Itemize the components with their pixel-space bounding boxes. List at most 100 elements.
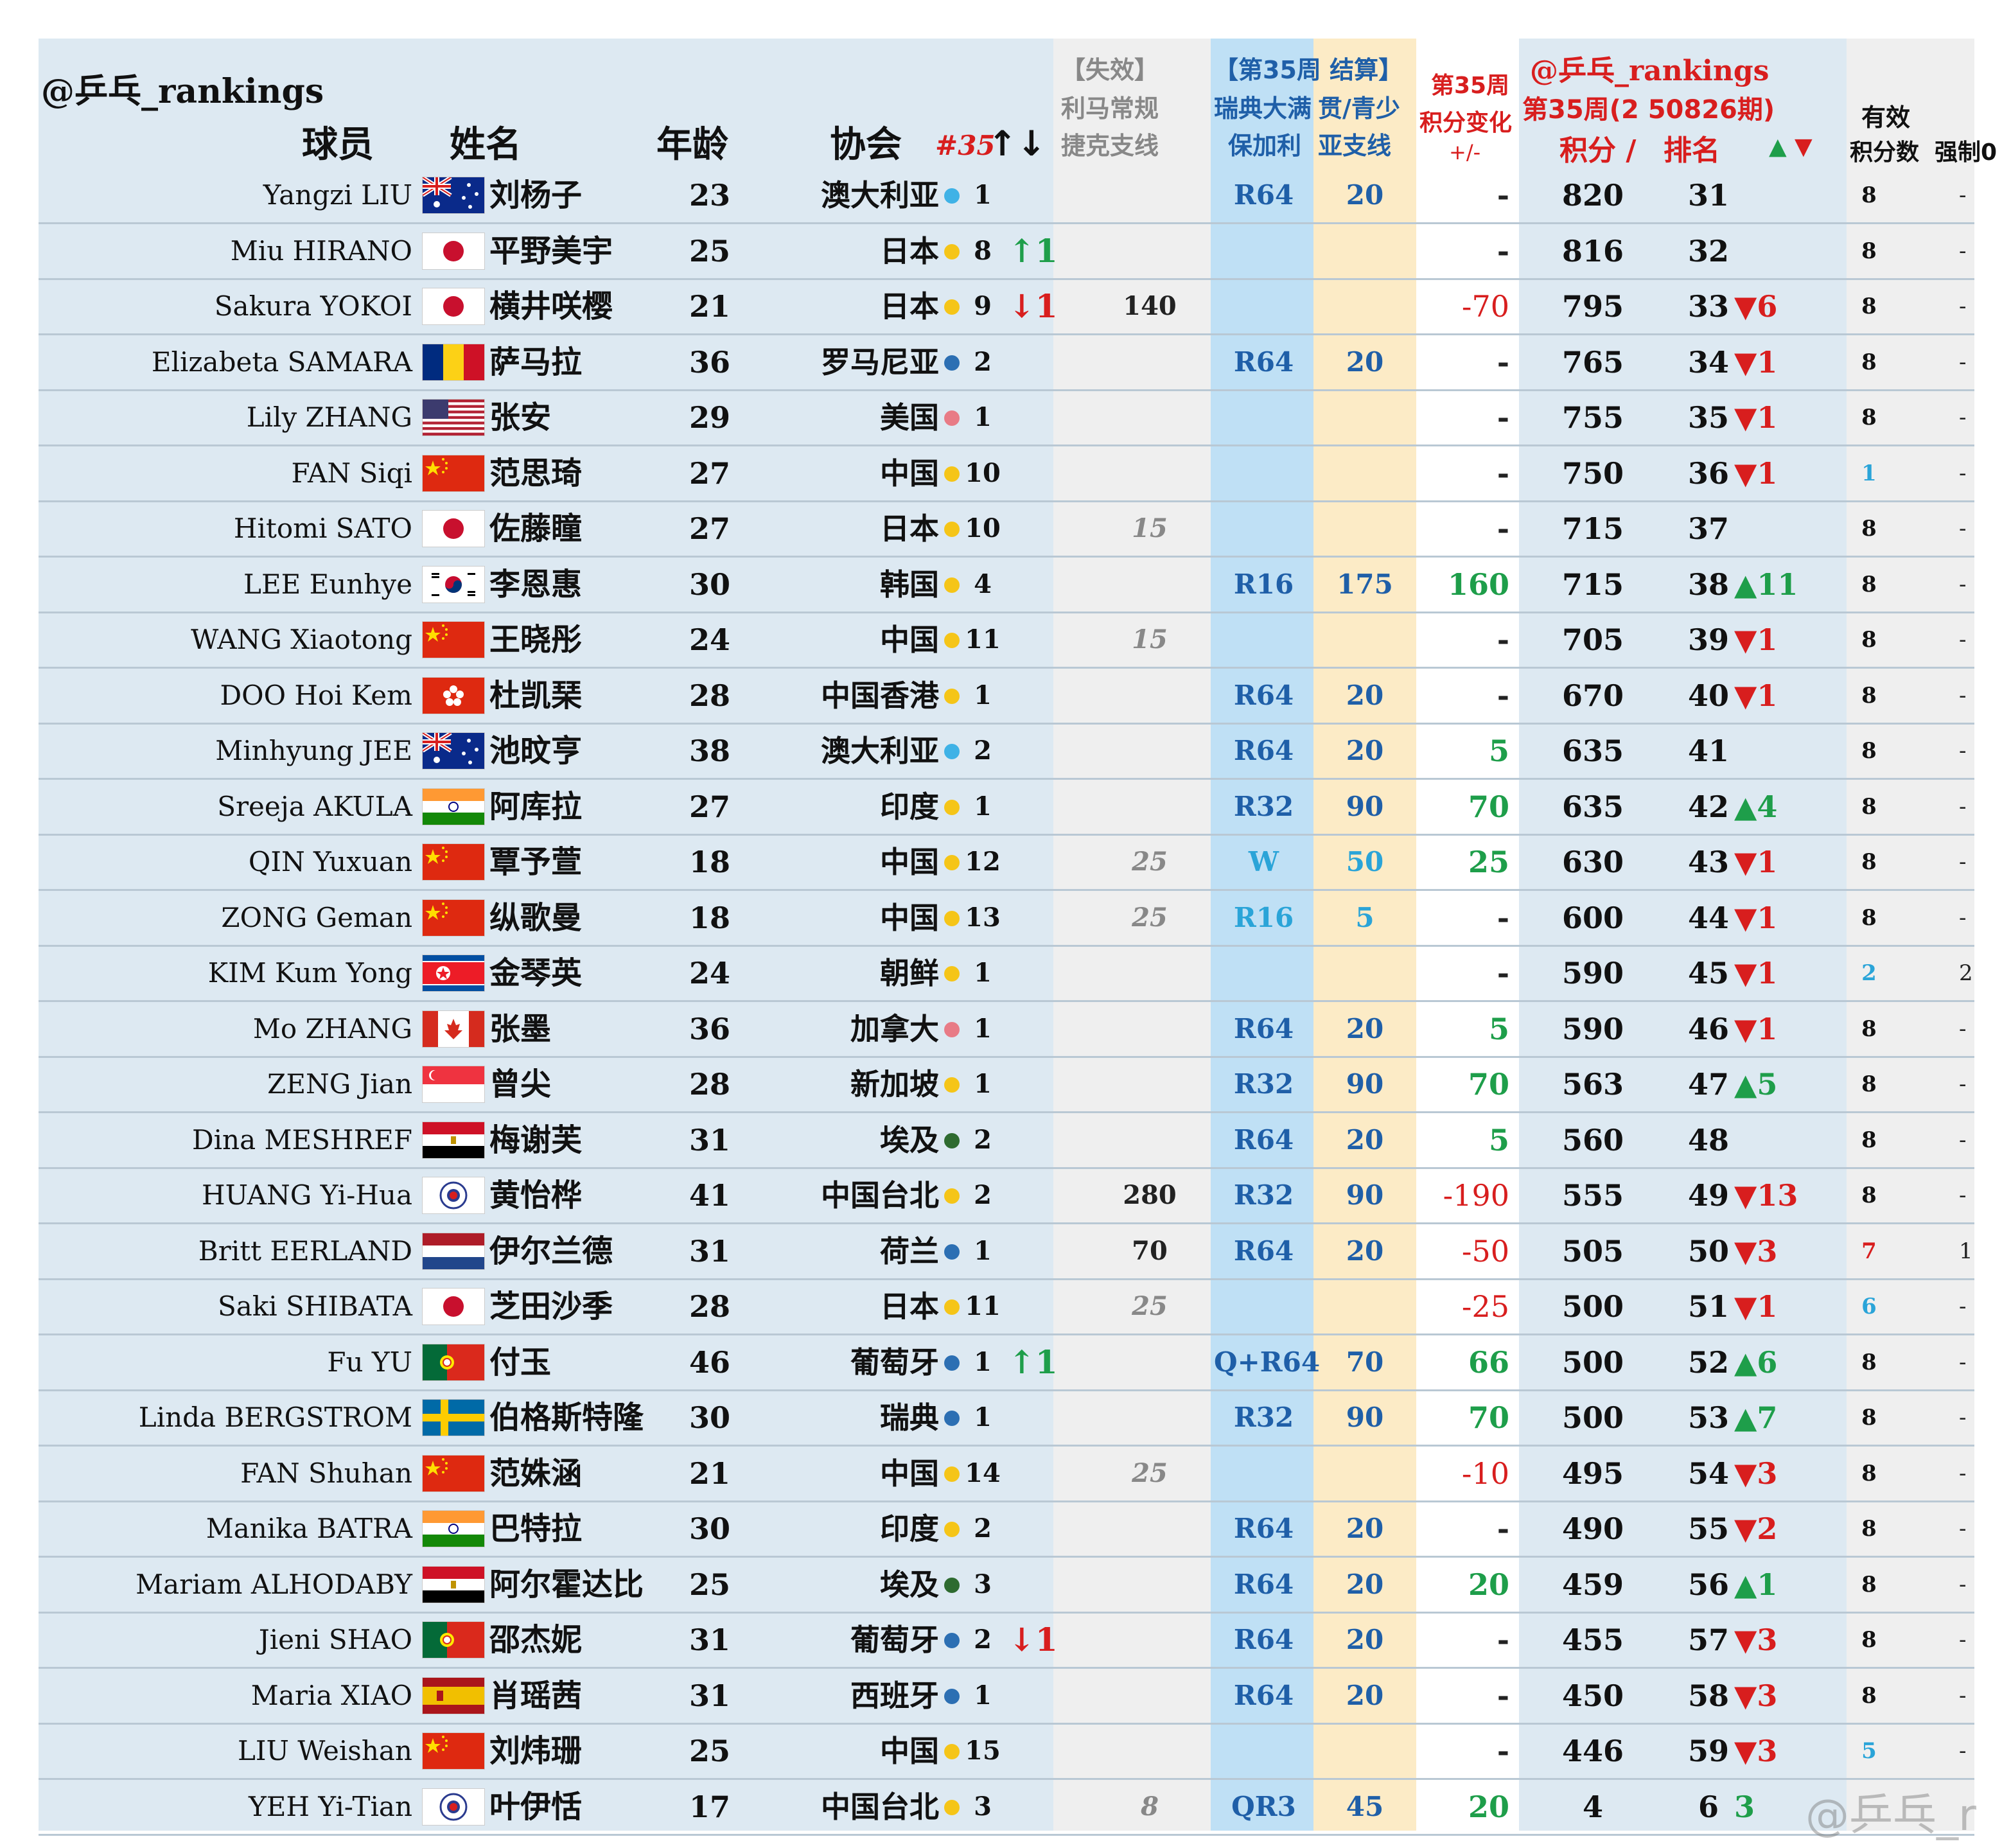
ranking-points: 505	[1561, 1233, 1624, 1269]
association: 荷兰	[880, 1233, 939, 1269]
world-rank: 58	[1687, 1678, 1729, 1713]
week35-points: 5	[1355, 901, 1374, 933]
ranking-points: 590	[1561, 956, 1624, 990]
flag-jp-icon	[423, 288, 484, 324]
association: 中国	[880, 622, 939, 657]
flag-jp-icon	[423, 233, 484, 269]
expired-points	[1092, 780, 1207, 834]
week35-result	[1214, 224, 1313, 278]
ranking-points: 500	[1561, 1289, 1624, 1324]
forced-zero-count: 1	[1959, 1238, 1973, 1264]
association-dot-icon	[944, 188, 960, 204]
forced-zero-count: -	[1959, 1294, 1967, 1319]
ranking-points: 459	[1561, 1567, 1624, 1602]
points-change: -	[1497, 622, 1509, 657]
points-change: 70	[1468, 1067, 1509, 1102]
national-rank-change: ↓1	[1008, 287, 1058, 325]
flag-ro-icon	[423, 344, 484, 380]
week35-points	[1317, 446, 1413, 500]
week35-result: R64	[1233, 1679, 1294, 1711]
player-age: 31	[689, 1678, 730, 1713]
ranking-points: 500	[1561, 1400, 1624, 1435]
flag-tpe-icon	[423, 1177, 484, 1213]
world-rank: 37	[1687, 511, 1729, 546]
week35-result	[1214, 279, 1313, 333]
col-force: 强制0	[1935, 139, 1998, 166]
expired-points: 25	[1132, 1291, 1168, 1321]
ranking-points: 450	[1561, 1678, 1624, 1713]
table-row: Saki SHIBATA 芝田沙季 28 日本 11 25 -25 500 51 ▼1 6 -	[39, 1280, 1974, 1335]
world-rank: 32	[1687, 233, 1729, 268]
table-row: QIN Yuxuan 覃予萱 18 中国 12 25 W 50 25 630 43 ▼1 8 -	[39, 835, 1974, 891]
association: 中国	[880, 1456, 939, 1491]
flag-tpe-icon	[423, 1788, 484, 1825]
player-chinese-name: 张安	[489, 400, 552, 436]
association-dot-icon	[944, 1299, 960, 1315]
player-chinese-name: 巴特拉	[489, 1511, 583, 1547]
expired-points: 15	[1132, 624, 1168, 655]
player-english-name: Jieni SHAO	[258, 1624, 412, 1655]
expired-points	[1092, 1057, 1207, 1111]
flag-cn-icon	[423, 1733, 484, 1769]
national-rank-change: ↓1	[1008, 1621, 1058, 1659]
association: 中国	[880, 845, 939, 879]
association: 印度	[880, 789, 939, 824]
valid-results-count: 8	[1861, 405, 1877, 430]
flag-es-icon	[423, 1677, 484, 1714]
points-change: -190	[1443, 1178, 1509, 1213]
table-row: Sreeja AKULA 阿库拉 27 印度 1 R32 90 70 635 42 ▲4 8 -	[39, 780, 1974, 836]
watermark: @乒乓_r	[1805, 1790, 1976, 1841]
points-change: 25	[1468, 845, 1509, 879]
flag-eg-icon	[423, 1122, 484, 1158]
player-age: 41	[689, 1178, 730, 1213]
player-english-name: Manika BATRA	[206, 1513, 412, 1544]
national-rank: 1	[974, 958, 992, 988]
association-dot-icon	[944, 855, 960, 870]
ranking-points: 490	[1561, 1511, 1624, 1546]
week35-result	[1214, 946, 1313, 1000]
valid-results-count: 8	[1861, 627, 1877, 653]
expired-points	[1092, 1335, 1207, 1389]
forced-zero-count: -	[1959, 1405, 1967, 1430]
player-age: 36	[689, 344, 730, 380]
ranking-points: 563	[1561, 1067, 1624, 1102]
world-rank-change: ▼1	[1734, 400, 1778, 435]
week35-result: QR3	[1231, 1790, 1296, 1822]
world-rank-change: ▼3	[1734, 1456, 1778, 1491]
week35-points: 20	[1346, 346, 1384, 378]
week35-points	[1317, 613, 1413, 667]
week35-points: 20	[1346, 1679, 1384, 1711]
world-rank-change: ▲11	[1734, 567, 1798, 602]
expired-points	[1092, 446, 1207, 500]
col-age: 年龄	[656, 124, 728, 166]
national-rank-change: ↑1	[1008, 1342, 1058, 1381]
player-chinese-name: 杜凯琹	[489, 677, 583, 714]
association-dot-icon	[944, 410, 960, 426]
association: 葡萄牙	[850, 1623, 939, 1657]
valid-results-count: 8	[1861, 1349, 1877, 1375]
week35-result: R32	[1233, 1068, 1294, 1100]
player-age: 31	[689, 1623, 730, 1657]
col-lost-l3: 捷克支线	[1061, 132, 1159, 160]
col-assoc: 协会	[830, 124, 902, 166]
band-points	[1313, 39, 1416, 1831]
world-rank: 6	[1698, 1789, 1719, 1824]
week35-result	[1214, 391, 1313, 444]
week35-result	[1214, 1447, 1313, 1500]
points-change: -10	[1461, 1456, 1509, 1491]
valid-results-count: 8	[1861, 516, 1877, 541]
association: 中国	[880, 455, 939, 491]
ranking-points: 750	[1561, 455, 1624, 491]
world-rank: 50	[1687, 1233, 1729, 1269]
week35-result: R16	[1233, 568, 1294, 600]
forced-zero-count: -	[1959, 1183, 1967, 1208]
valid-results-count: 5	[1861, 1738, 1877, 1764]
expired-points	[1092, 1558, 1207, 1612]
table-row: Elizabeta SAMARA 萨马拉 36 罗马尼亚 2 R64 20 - 765 34 ▼1 8…	[39, 335, 1974, 391]
forced-zero-count: -	[1959, 1571, 1967, 1597]
player-chinese-name: 萨马拉	[489, 344, 583, 380]
week35-points: 20	[1346, 179, 1384, 211]
table-row: HUANG Yi-Hua 黄怡桦 41 中国台北 2 280 R32 90 -190 555 49 ▼…	[39, 1168, 1974, 1224]
week35-result	[1214, 446, 1313, 500]
valid-results-count: 8	[1861, 849, 1877, 875]
